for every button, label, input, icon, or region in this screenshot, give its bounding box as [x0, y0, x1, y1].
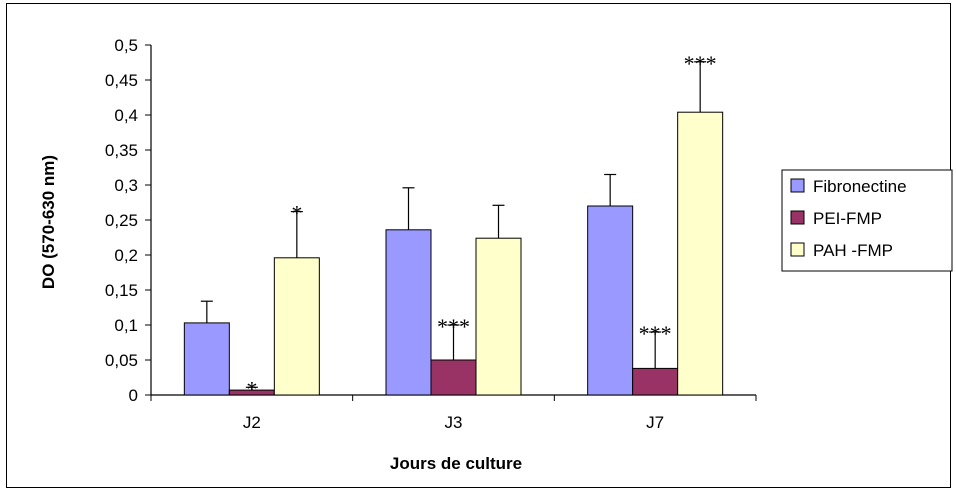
significance-mark: * — [246, 376, 257, 401]
bars — [183, 111, 724, 396]
significance-mark: *** — [684, 51, 717, 76]
legend-box — [781, 169, 953, 272]
x-axis-title: Jours de culture — [390, 454, 522, 473]
y-tick-label: 0,2 — [114, 246, 138, 265]
bar — [183, 322, 230, 396]
x-tick-label: J3 — [445, 413, 463, 432]
significance-mark: *** — [639, 321, 672, 346]
bar — [587, 205, 634, 396]
legend-swatch — [790, 178, 805, 193]
bar — [385, 229, 432, 396]
bar — [632, 367, 679, 396]
legend-swatch — [790, 242, 805, 257]
x-tick-label: J2 — [243, 413, 261, 432]
tick-labels: 0 0,05 0,1 0,15 0,2 0,25 0,3 0,35 0,4 0,45 0,5 J2 J3… — [105, 36, 664, 432]
bar — [475, 237, 522, 396]
significance-mark: *** — [437, 314, 470, 339]
error-bars — [200, 61, 707, 391]
y-tick-label: 0,05 — [105, 351, 138, 370]
significance-mark: * — [291, 201, 302, 226]
y-tick-label: 0,35 — [105, 141, 138, 160]
y-tick-label: 0,4 — [114, 106, 138, 125]
bar — [430, 359, 477, 396]
x-tick-label: J7 — [646, 413, 664, 432]
bar — [677, 111, 724, 396]
legend-swatch — [790, 210, 805, 225]
legend-label: Fibronectine — [813, 177, 907, 196]
legend: Fibronectine PEI-FMP PAH -FMP — [781, 169, 953, 272]
axes — [145, 44, 757, 401]
legend-label: PEI-FMP — [813, 209, 882, 228]
y-tick-label: 0,45 — [105, 71, 138, 90]
y-tick-label: 0,25 — [105, 211, 138, 230]
bar — [273, 257, 320, 396]
y-tick-label: 0,1 — [114, 316, 138, 335]
significance-marks: ***** ****** — [246, 51, 717, 401]
y-tick-label: 0 — [129, 386, 138, 405]
y-tick-label: 0,5 — [114, 36, 138, 55]
y-axis-title: DO (570-630 nm) — [39, 155, 58, 289]
y-tick-label: 0,3 — [114, 176, 138, 195]
legend-label: PAH -FMP — [813, 241, 893, 260]
y-tick-label: 0,15 — [105, 281, 138, 300]
